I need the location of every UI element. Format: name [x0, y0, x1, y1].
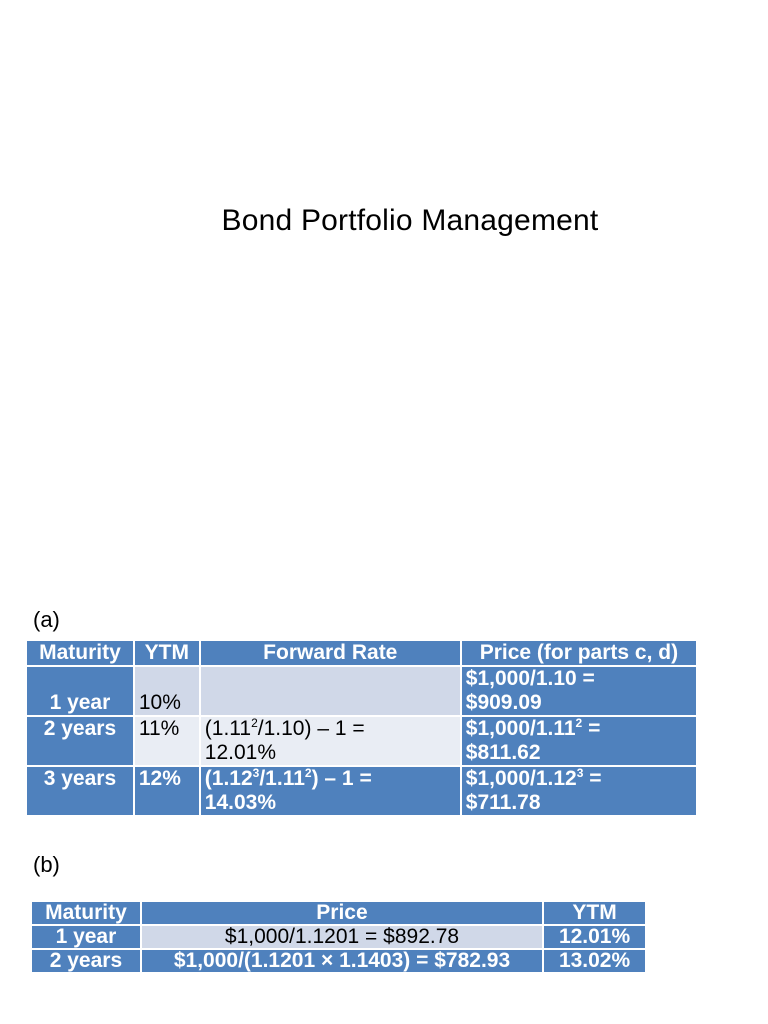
maturity-cell: 1 year	[30, 924, 142, 950]
price-value: $711.78	[465, 791, 541, 814]
table-row: 2 years 11% (1.112/1.10) – 1 = 12.01% $1…	[25, 715, 699, 767]
table-row: 1 year 10% $1,000/1.10 = $909.09	[25, 665, 699, 717]
part-b-label: (b)	[33, 852, 60, 877]
table-row: 2 years $1,000/(1.1201 × 1.1403) = $782.…	[30, 948, 647, 974]
ytm-cell: 12.01%	[542, 924, 647, 950]
forward-rate-cell: (1.112/1.10) – 1 = 12.01%	[198, 715, 462, 767]
forward-rate-result: 14.03%	[204, 791, 277, 814]
header-forward-rate: Forward Rate	[198, 639, 462, 667]
price-cell: $1,000/(1.1201 × 1.1403) = $782.93	[139, 948, 545, 974]
header-price: Price (for parts c, d)	[459, 639, 699, 667]
header-ytm: YTM	[132, 639, 201, 667]
ytm-cell: 10%	[132, 665, 201, 717]
table-header-row: Maturity YTM Forward Rate Price (for par…	[25, 639, 699, 667]
forward-rate-table: Maturity YTM Forward Rate Price (for par…	[25, 639, 699, 817]
ytm-cell: 12%	[132, 765, 201, 817]
maturity-cell: 2 years	[30, 948, 142, 974]
header-ytm: YTM	[542, 900, 647, 926]
price-cell: $1,000/1.10 = $909.09	[459, 665, 699, 717]
ytm-cell: 11%	[132, 715, 201, 767]
price-cell: $1,000/1.1201 = $892.78	[139, 924, 545, 950]
price-ytm-table: Maturity Price YTM 1 year $1,000/1.1201 …	[30, 900, 647, 974]
forward-rate-formula: (1.112/1.10) – 1 =	[204, 716, 365, 740]
price-formula: $1,000/1.123 =	[465, 766, 602, 790]
part-a-label: (a)	[33, 607, 60, 632]
header-maturity: Maturity	[25, 639, 135, 667]
header-price: Price	[139, 900, 545, 926]
forward-rate-cell: (1.123/1.112) – 1 = 14.03%	[198, 765, 462, 817]
forward-rate-formula: (1.123/1.112) – 1 =	[204, 766, 372, 790]
page-title: Bond Portfolio Management	[221, 204, 599, 237]
forward-rate-cell	[198, 665, 462, 717]
price-formula: $1,000/1.112 =	[465, 716, 601, 740]
maturity-cell: 3 years	[25, 765, 135, 817]
table-header-row: Maturity Price YTM	[30, 900, 647, 926]
price-formula: $1,000/1.10 =	[465, 667, 595, 690]
header-maturity: Maturity	[30, 900, 142, 926]
ytm-cell: 13.02%	[542, 948, 647, 974]
table-row: 1 year $1,000/1.1201 = $892.78 12.01%	[30, 924, 647, 950]
price-cell: $1,000/1.112 = $811.62	[459, 715, 699, 767]
price-value: $909.09	[465, 691, 542, 714]
maturity-cell: 1 year	[25, 665, 135, 717]
forward-rate-result: 12.01%	[204, 741, 277, 764]
price-value: $811.62	[465, 741, 541, 764]
price-cell: $1,000/1.123 = $711.78	[459, 765, 699, 817]
table-row: 3 years 12% (1.123/1.112) – 1 = 14.03% $…	[25, 765, 699, 817]
maturity-cell: 2 years	[25, 715, 135, 767]
